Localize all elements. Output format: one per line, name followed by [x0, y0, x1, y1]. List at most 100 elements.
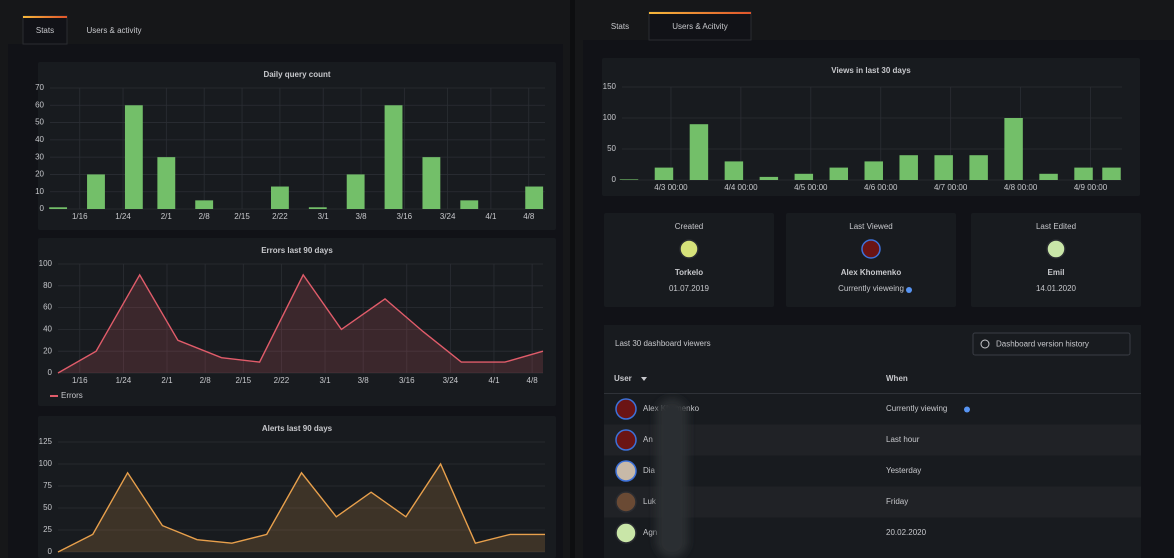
- legend-label: Errors: [61, 391, 83, 400]
- x-tick-label: 4/1: [485, 212, 497, 221]
- y-tick-label: 50: [607, 144, 616, 153]
- status-dot: [964, 406, 970, 413]
- y-tick-label: 20: [43, 346, 52, 355]
- user-name: Agn: [643, 528, 657, 537]
- table-row: [604, 486, 1141, 518]
- bar: [525, 186, 544, 209]
- y-tick-label: 80: [43, 281, 52, 290]
- x-tick-label: 3/16: [399, 376, 415, 385]
- when-cell: Yesterday: [886, 466, 921, 475]
- tab-active[interactable]: [22, 15, 68, 45]
- bar: [87, 174, 105, 209]
- button-label[interactable]: Dashboard version history: [996, 340, 1089, 349]
- x-tick-label: 2/15: [234, 212, 250, 221]
- x-tick-label: 3/8: [358, 376, 370, 385]
- card-name: Alex Khomenko: [841, 268, 902, 277]
- user-name: Dia: [643, 466, 656, 475]
- bar: [346, 174, 365, 209]
- bar: [934, 155, 953, 180]
- column-header: When: [886, 374, 908, 383]
- card-detail: Currently vieweing: [838, 284, 904, 293]
- bar: [422, 157, 441, 209]
- tab-label[interactable]: Stats: [611, 22, 629, 31]
- avatar: [679, 239, 699, 259]
- chart-title: Alerts last 90 days: [262, 424, 333, 433]
- stat-card: [786, 213, 956, 307]
- table-title: Last 30 dashboard viewers: [615, 339, 711, 348]
- x-tick-label: 2/1: [161, 212, 173, 221]
- tab-label[interactable]: Users & activity: [86, 26, 141, 35]
- user-name: An: [643, 435, 653, 444]
- x-tick-label: 3/24: [440, 212, 456, 221]
- y-tick-label: 125: [39, 437, 53, 446]
- y-tick-label: 40: [43, 325, 52, 334]
- y-tick-label: 0: [612, 175, 617, 184]
- version-button[interactable]: [972, 332, 1131, 356]
- column-header[interactable]: User: [614, 374, 632, 383]
- y-tick-label: 50: [43, 503, 52, 512]
- status-dot: [906, 287, 912, 293]
- row-avatar: [615, 491, 637, 513]
- card-detail: 14.01.2020: [1036, 284, 1077, 293]
- stat-card: [971, 213, 1141, 307]
- row-avatar: [615, 429, 637, 451]
- table-row: [604, 424, 1141, 456]
- x-tick-label: 4/8 00:00: [1004, 183, 1038, 192]
- y-tick-label: 100: [39, 459, 53, 468]
- y-tick-label: 0: [40, 204, 45, 213]
- bar: [969, 155, 988, 180]
- row-avatar: [615, 522, 637, 544]
- sort-caret: [641, 377, 647, 381]
- y-tick-label: 50: [35, 118, 44, 127]
- y-tick-label: 30: [35, 152, 44, 161]
- x-tick-label: 3/16: [397, 212, 413, 221]
- bar: [654, 167, 674, 180]
- x-tick-label: 1/24: [115, 212, 131, 221]
- bar: [759, 176, 779, 180]
- bar: [195, 200, 214, 209]
- when-cell: Friday: [886, 497, 908, 506]
- x-tick-label: 4/8: [523, 212, 535, 221]
- x-tick-label: 4/5 00:00: [794, 183, 828, 192]
- bar: [124, 105, 143, 209]
- y-tick-label: 0: [48, 368, 53, 377]
- panel: [38, 416, 556, 558]
- x-tick-label: 4/6 00:00: [864, 183, 898, 192]
- row-avatar: [615, 398, 637, 420]
- x-tick-label: 2/22: [274, 376, 290, 385]
- bar: [308, 207, 327, 209]
- y-tick-label: 100: [39, 259, 53, 268]
- x-tick-label: 1/24: [116, 376, 132, 385]
- line: [57, 273, 544, 374]
- stat-card: [604, 213, 774, 307]
- y-tick-label: 10: [35, 187, 44, 196]
- area: [58, 274, 543, 373]
- x-tick-label: 2/1: [161, 376, 173, 385]
- y-tick-label: 60: [35, 100, 44, 109]
- bar: [829, 167, 849, 180]
- y-tick-label: 150: [603, 82, 617, 91]
- y-tick-label: 75: [43, 481, 52, 490]
- bar: [899, 155, 918, 180]
- x-tick-label: 2/8: [199, 212, 211, 221]
- bar: [1039, 173, 1058, 180]
- bar: [724, 161, 744, 180]
- card-name: Emil: [1048, 268, 1065, 277]
- y-tick-label: 40: [35, 135, 44, 144]
- bar: [619, 179, 639, 180]
- x-tick-label: 3/8: [356, 212, 368, 221]
- bar: [49, 207, 68, 209]
- bar: [689, 124, 709, 180]
- y-tick-label: 70: [35, 83, 44, 92]
- tab-label[interactable]: Stats: [36, 26, 54, 35]
- y-tick-label: 20: [35, 170, 44, 179]
- history-icon: [980, 339, 990, 349]
- panel: [38, 238, 556, 406]
- x-tick-label: 4/7 00:00: [934, 183, 968, 192]
- chart-title: Daily query count: [263, 70, 330, 79]
- when-cell: Currently viewing: [886, 404, 947, 413]
- panel: [38, 62, 556, 230]
- tab-label[interactable]: Users & Acitvity: [672, 22, 728, 31]
- chart-title: Errors last 90 days: [261, 246, 333, 255]
